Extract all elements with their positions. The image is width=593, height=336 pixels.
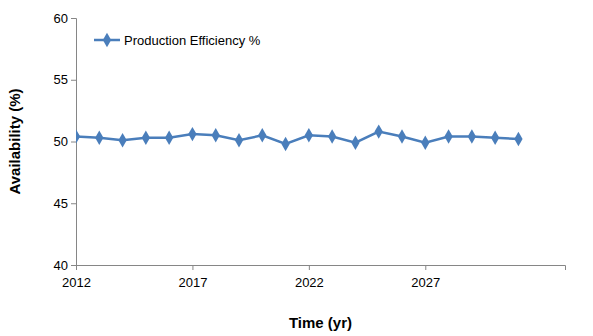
tick: 2022: [295, 265, 324, 290]
marker: [118, 133, 126, 147]
series-group: [76, 124, 523, 151]
marker: [398, 129, 406, 143]
axis-line: [71, 19, 77, 266]
marker: [95, 131, 103, 145]
tick-label: 2027: [411, 275, 440, 290]
tick-mark: [309, 265, 310, 270]
tick: 55: [54, 72, 76, 87]
axis-line: [77, 266, 566, 271]
tick-label: 40: [54, 258, 68, 273]
marker: [514, 132, 522, 146]
marker: [258, 128, 266, 142]
marker: [235, 133, 243, 147]
legend: Production Efficiency %: [94, 33, 261, 48]
tick-mark: [71, 142, 76, 143]
marker: [444, 129, 452, 143]
marker: [281, 137, 289, 151]
legend-label: Production Efficiency %: [124, 33, 261, 48]
tick-label: 2017: [178, 275, 207, 290]
marker: [421, 136, 429, 150]
tick-label: 2022: [295, 275, 324, 290]
legend-marker: [103, 33, 111, 47]
tick: 60: [54, 11, 76, 26]
marker: [165, 131, 173, 145]
tick: 45: [54, 196, 76, 211]
marker: [212, 128, 220, 142]
marker: [76, 129, 80, 143]
tick: 2027: [411, 265, 440, 290]
tick-label: 55: [54, 72, 68, 87]
y-axis-title: Availability (%): [6, 88, 23, 194]
tick: 40: [54, 258, 76, 273]
marker: [188, 127, 196, 141]
plot: 2012 2017 2022 2027 40 45 50 55 60: [54, 11, 566, 291]
tick-mark: [425, 265, 426, 270]
tick-label: 50: [54, 134, 68, 149]
marker: [305, 128, 313, 142]
y-axis: 40 45 50 55 60: [54, 11, 77, 273]
tick-label: 45: [54, 196, 68, 211]
tick-mark: [192, 265, 193, 270]
marker: [142, 131, 150, 145]
tick: 2017: [178, 265, 207, 290]
x-axis-title: Time (yr): [289, 314, 352, 331]
tick: 50: [54, 134, 76, 149]
chart: 2012 2017 2022 2027 40 45 50 55 60 Time (yr) Avail…: [0, 0, 593, 336]
tick-mark: [71, 18, 76, 19]
marker: [328, 129, 336, 143]
tick-mark: [71, 265, 76, 266]
marker: [491, 131, 499, 145]
tick-mark: [71, 80, 76, 81]
tick-label: 60: [54, 11, 68, 26]
x-axis: 2012 2017 2022 2027: [62, 265, 565, 290]
tick-label: 2012: [62, 275, 91, 290]
marker: [351, 136, 359, 150]
tick-mark: [71, 203, 76, 204]
marker: [468, 129, 476, 143]
legend-item: Production Efficiency %: [94, 33, 261, 48]
marker: [375, 124, 383, 138]
